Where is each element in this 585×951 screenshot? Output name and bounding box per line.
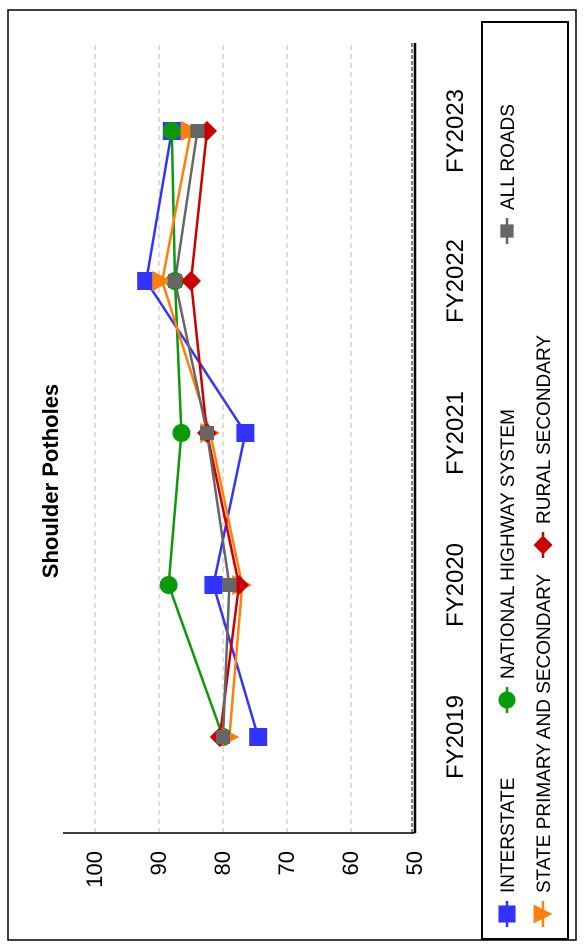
y-tick-label: 90 <box>146 851 171 875</box>
data-point <box>222 578 237 592</box>
data-point <box>249 728 268 746</box>
y-tick-label: 50 <box>402 851 427 875</box>
data-point <box>190 124 205 138</box>
data-point <box>216 730 230 744</box>
x-tick-label: FY2019 <box>442 695 469 779</box>
legend-marker <box>533 904 553 924</box>
grid <box>94 43 352 833</box>
data-point <box>204 576 223 594</box>
data-point <box>168 274 182 288</box>
data-point <box>172 424 191 442</box>
chart-rotated: 100 90 80 70 60 50 FY2019 FY2020 FY2021 FY2022 FY2… <box>38 21 569 940</box>
legend-label: ALL ROADS <box>498 104 519 210</box>
data-point <box>159 576 178 594</box>
data-point <box>137 272 156 290</box>
x-tick-label: FY2020 <box>442 543 469 627</box>
data-point <box>200 426 214 440</box>
chart-title: Shoulder Potholes <box>38 384 63 578</box>
legend-box <box>481 21 569 940</box>
x-tick-label: FY2022 <box>442 239 469 323</box>
legend-label: NATIONAL HIGHWAY SYSTEM <box>498 409 519 679</box>
legend-marker <box>498 691 516 709</box>
x-tick-label: FY2021 <box>442 391 469 475</box>
legend-label: INTERSTATE <box>498 778 519 893</box>
y-tick-label: 60 <box>338 851 363 875</box>
legend-label: STATE PRIMARY AND SECONDARY <box>534 573 555 893</box>
data-point <box>152 271 173 291</box>
data-point <box>181 271 201 291</box>
legend-marker <box>498 905 516 923</box>
legend-marker <box>500 224 514 238</box>
y-tick-label: 80 <box>210 851 235 875</box>
legend-label: RURAL SECONDARY <box>534 335 555 524</box>
y-tick-label: 100 <box>82 851 107 888</box>
legend-marker <box>533 535 553 555</box>
y-tick-label: 70 <box>274 851 299 875</box>
axes: 100 90 80 70 60 50 FY2019 FY2020 FY2021 FY2022 FY2… <box>63 43 469 888</box>
x-tick-label: FY2023 <box>442 89 469 173</box>
legend: INTERSTATE NATIONAL HIGHWAY SYSTEM ALL ROA… <box>481 21 569 940</box>
data-point <box>162 122 181 140</box>
series-markers <box>137 121 268 747</box>
data-point <box>236 424 255 442</box>
